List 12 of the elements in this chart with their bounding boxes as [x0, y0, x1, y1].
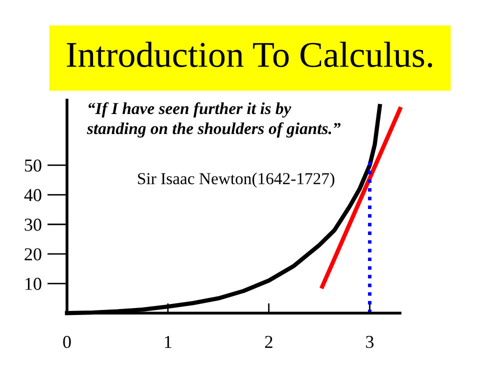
annotation: “If I have seen further it is by standing on the shoulders of giants.”	[86, 102, 340, 138]
y-tick-label: 40	[24, 189, 42, 202]
y-tick-label: 10	[26, 278, 42, 290]
chart-title: Introduction To Calculus.	[66, 42, 432, 68]
x-tick-label: 3	[366, 336, 374, 348]
annotation: Sir Isaac Newton(1642-1727)	[138, 172, 334, 188]
x-tick-label: 1	[164, 336, 172, 348]
y-tick-label: 50	[24, 159, 42, 172]
y-tick-label: 20	[24, 248, 42, 260]
x-tick-label: 0	[63, 336, 71, 348]
y-tick-label: 30	[24, 218, 42, 231]
x-tick-label: 2	[265, 336, 272, 348]
